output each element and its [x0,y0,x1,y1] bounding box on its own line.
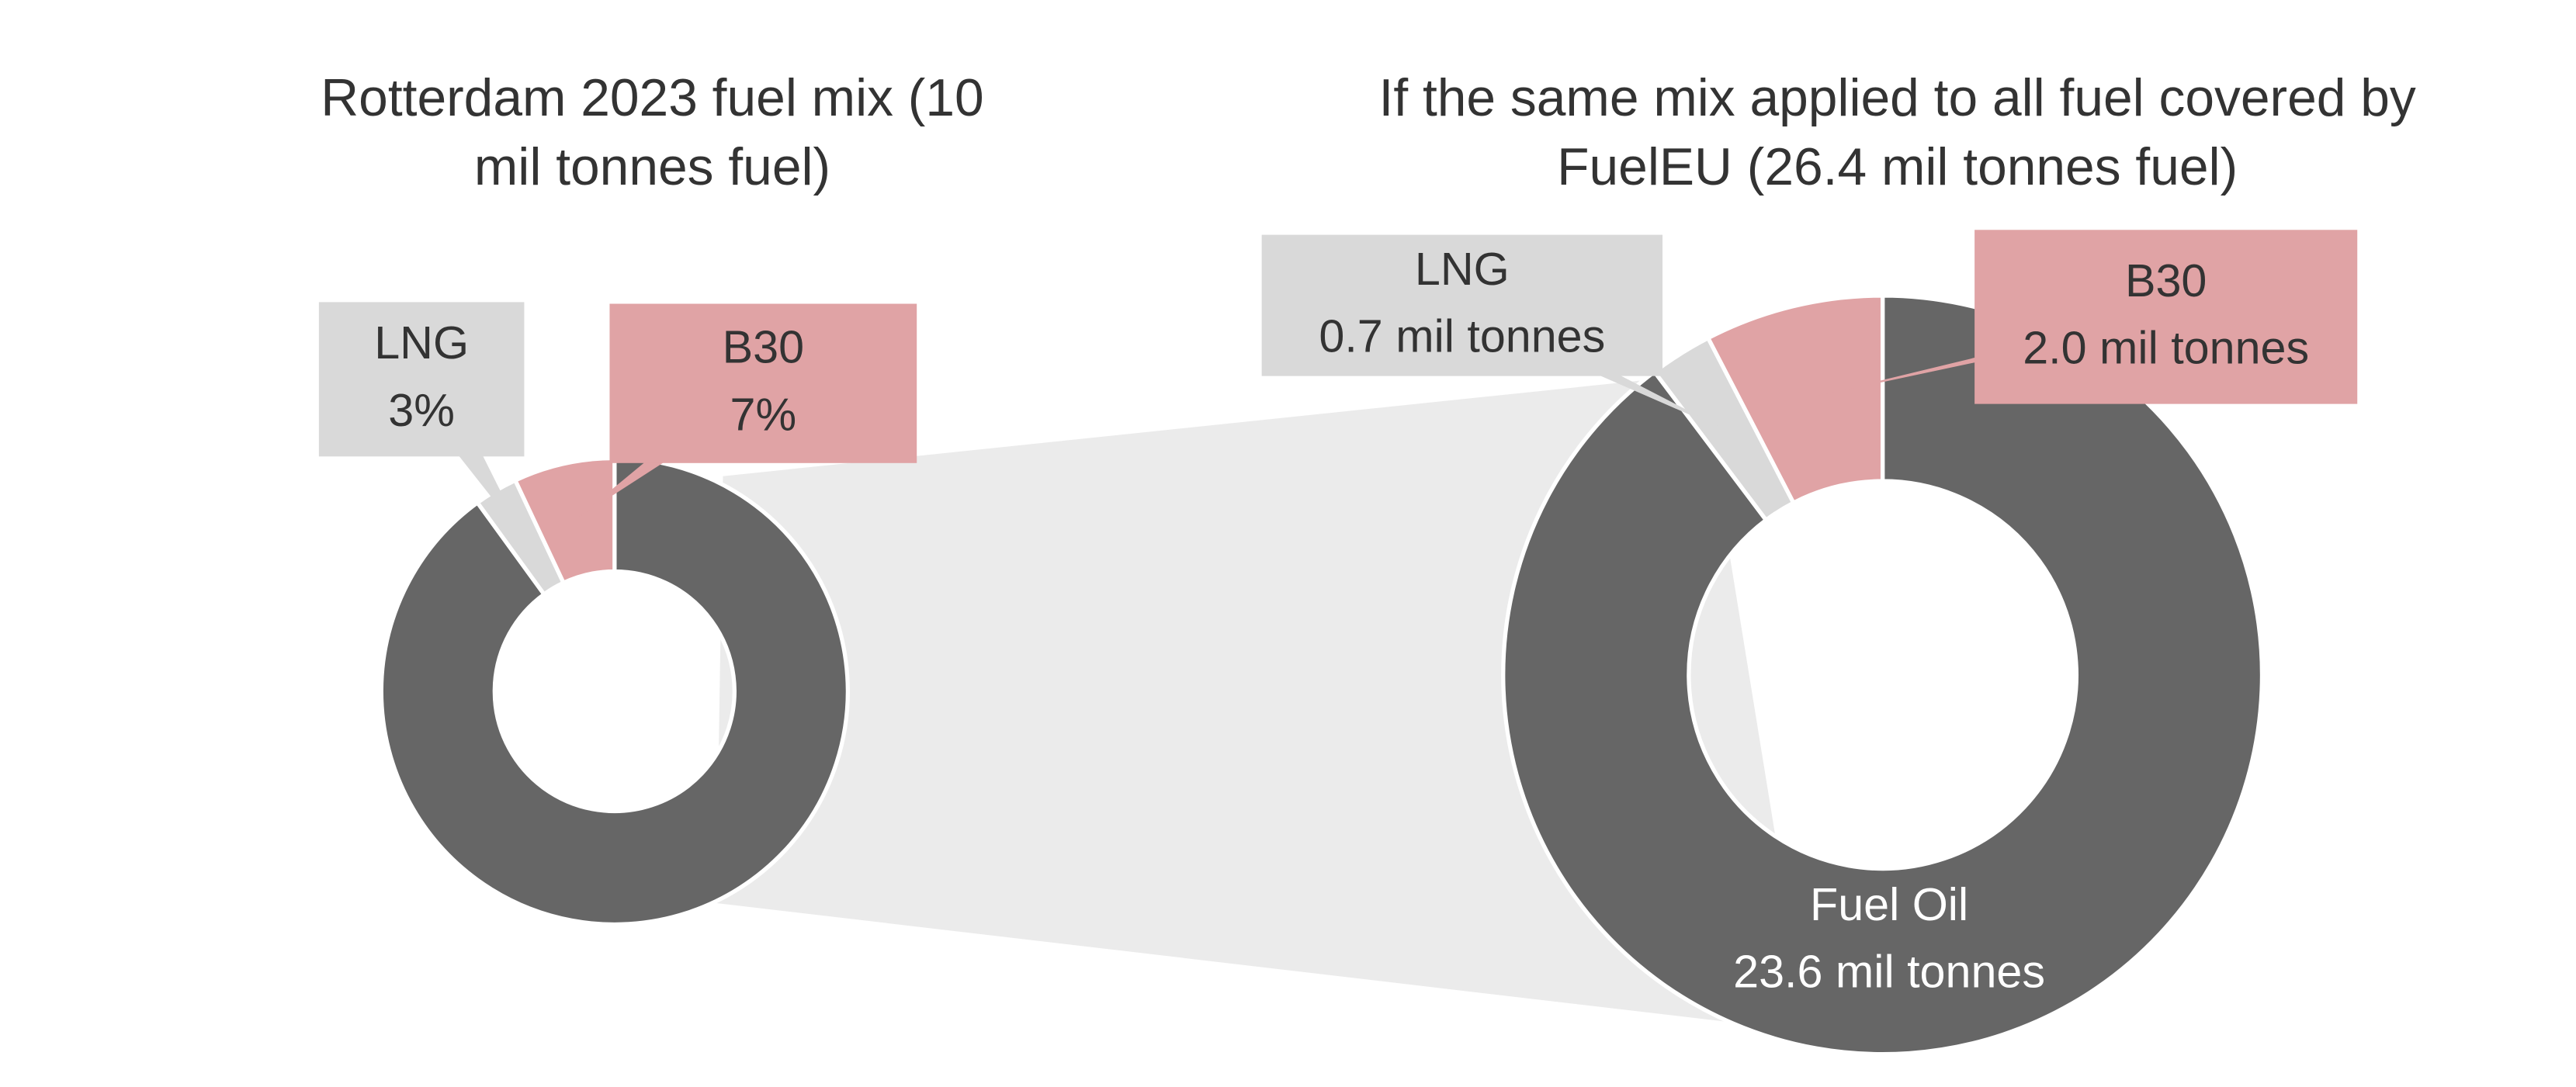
donut-slice [1501,293,2265,1057]
chart-title: Rotterdam 2023 fuel mix (10 mil tonnes fu… [321,69,983,196]
label-box [609,303,917,463]
donut-slice [379,455,850,927]
category-label: Fuel Oil [1810,878,1968,930]
category-label: B30 [2125,254,2207,306]
label-box [318,302,525,457]
label-box [1974,230,2358,404]
category-label: LNG [1415,243,1510,295]
value-label: 7% [730,388,797,440]
value-label: 3% [388,384,455,436]
category-label: LNG [374,317,469,369]
chart-title: If the same mix applied to all fuel cove… [1379,69,2416,196]
value-label: 0.7 mil tonnes [1319,310,1605,362]
label-box [1261,234,1663,376]
category-label: B30 [723,320,804,372]
donut-slice [1705,293,1885,506]
value-label: 23.6 mil tonnes [1733,946,2045,998]
value-label: 2.0 mil tonnes [2023,322,2309,374]
